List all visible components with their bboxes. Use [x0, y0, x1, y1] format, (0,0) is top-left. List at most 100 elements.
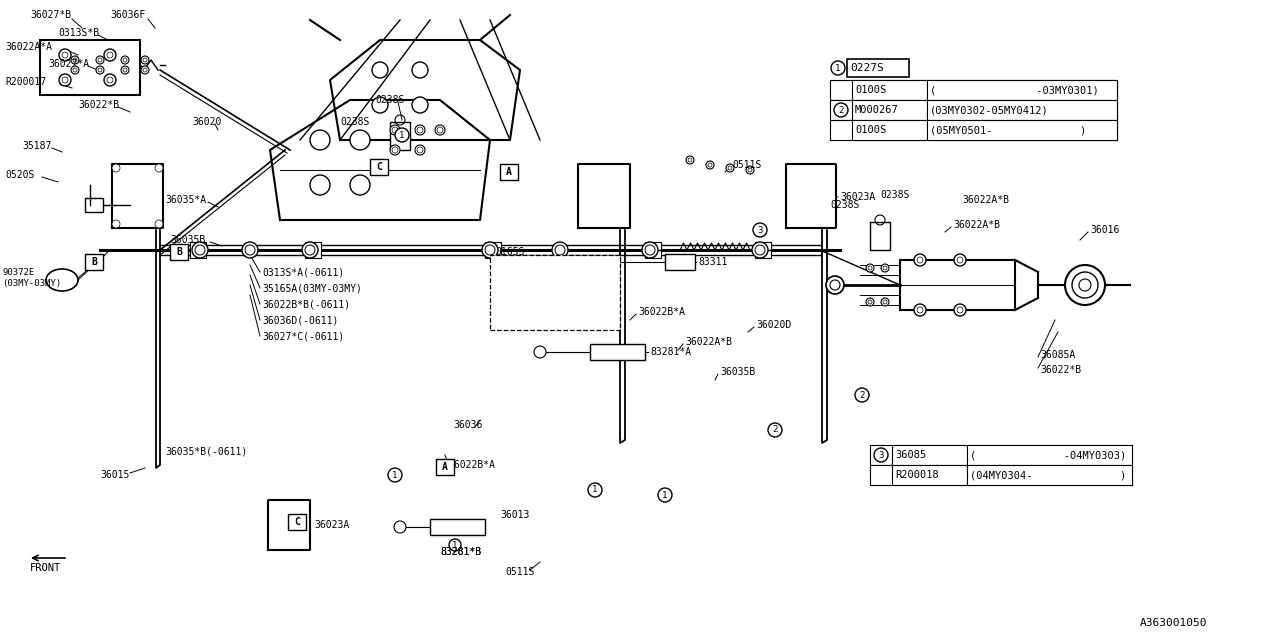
Bar	[485, 242, 500, 258]
Text: 36022A*B: 36022A*B	[963, 195, 1009, 205]
Text: 36023A: 36023A	[840, 192, 876, 202]
Text: 36035B: 36035B	[721, 367, 755, 377]
Text: 83281*B: 83281*B	[440, 547, 481, 557]
Text: 36035*B(-0611): 36035*B(-0611)	[165, 447, 247, 457]
Text: 0100S: 0100S	[855, 125, 886, 135]
Bar	[852, 80, 927, 100]
Bar	[852, 100, 927, 120]
Circle shape	[155, 164, 163, 172]
Circle shape	[70, 56, 79, 64]
Bar	[852, 120, 927, 140]
Text: 0511S: 0511S	[506, 567, 534, 577]
Text: (              -04MY0303): ( -04MY0303)	[970, 450, 1126, 460]
Circle shape	[881, 298, 890, 306]
Text: 1: 1	[593, 486, 598, 495]
Text: 36013: 36013	[500, 510, 530, 520]
Circle shape	[310, 175, 330, 195]
Text: 36085: 36085	[895, 450, 927, 460]
Circle shape	[726, 164, 733, 172]
Text: R200017: R200017	[5, 77, 46, 87]
Circle shape	[707, 161, 714, 169]
Bar	[170, 244, 188, 260]
Text: 36022A*A: 36022A*A	[5, 42, 52, 52]
Circle shape	[753, 223, 767, 237]
Text: B: B	[177, 247, 182, 257]
Circle shape	[867, 298, 874, 306]
Circle shape	[753, 242, 768, 258]
Text: 1: 1	[836, 63, 841, 72]
Text: 0511S: 0511S	[732, 160, 762, 170]
Polygon shape	[113, 164, 163, 228]
Bar	[189, 242, 206, 258]
Circle shape	[914, 304, 925, 316]
Bar	[40, 40, 140, 95]
Polygon shape	[330, 40, 520, 140]
Polygon shape	[118, 164, 160, 468]
Circle shape	[831, 61, 845, 75]
Bar	[436, 459, 454, 475]
Text: 0313S*B: 0313S*B	[58, 28, 99, 38]
Bar	[870, 222, 890, 250]
Text: 0238S: 0238S	[829, 200, 859, 210]
Circle shape	[394, 521, 406, 533]
Text: C: C	[294, 517, 300, 527]
Text: 2: 2	[772, 426, 778, 435]
Text: 36022B*A: 36022B*A	[637, 307, 685, 317]
Circle shape	[530, 300, 540, 310]
Circle shape	[113, 164, 120, 172]
Text: 0313S*A(-0611): 0313S*A(-0611)	[262, 267, 344, 277]
Circle shape	[59, 49, 70, 61]
Circle shape	[372, 97, 388, 113]
Circle shape	[686, 156, 694, 164]
Text: R200018: R200018	[895, 470, 938, 480]
Text: 36022*B: 36022*B	[78, 100, 119, 110]
Text: (03MY0302-05MY0412): (03MY0302-05MY0412)	[931, 105, 1048, 115]
Text: 1: 1	[506, 282, 511, 291]
Text: 83311: 83311	[698, 257, 727, 267]
Bar	[892, 445, 966, 465]
Circle shape	[388, 468, 402, 482]
Bar	[829, 80, 1117, 100]
Circle shape	[1065, 265, 1105, 305]
Circle shape	[768, 423, 782, 437]
Circle shape	[396, 128, 410, 142]
Bar	[390, 122, 410, 150]
Text: (04MY0304-              ): (04MY0304- )	[970, 470, 1126, 480]
Bar	[829, 100, 1117, 120]
Circle shape	[515, 300, 525, 310]
Bar	[500, 164, 518, 180]
Circle shape	[552, 242, 568, 258]
Text: A363001050: A363001050	[1140, 618, 1207, 628]
Bar	[84, 198, 102, 212]
Text: 36027*A: 36027*A	[49, 59, 90, 69]
Text: 36035B: 36035B	[170, 235, 205, 245]
Circle shape	[746, 166, 754, 174]
Circle shape	[449, 539, 461, 551]
Circle shape	[826, 276, 844, 294]
Text: 1: 1	[452, 541, 458, 550]
Circle shape	[1073, 272, 1098, 298]
Circle shape	[412, 62, 428, 78]
Circle shape	[534, 346, 547, 358]
Text: 36022A*B: 36022A*B	[954, 220, 1000, 230]
Circle shape	[500, 315, 509, 325]
Circle shape	[835, 103, 849, 117]
Text: <03-03MY>: <03-03MY>	[541, 282, 590, 291]
Bar	[892, 465, 966, 485]
Text: 36020: 36020	[192, 117, 221, 127]
Circle shape	[310, 130, 330, 150]
Text: 36022*B: 36022*B	[1039, 365, 1082, 375]
Bar	[755, 242, 771, 258]
Text: 83281*A: 83281*A	[650, 347, 691, 357]
Bar	[927, 80, 1117, 100]
Text: 36036D(-0611): 36036D(-0611)	[262, 315, 338, 325]
Polygon shape	[792, 164, 827, 443]
Text: A: A	[506, 167, 512, 177]
Text: 36015: 36015	[100, 470, 129, 480]
Text: 1: 1	[392, 470, 398, 479]
Circle shape	[500, 300, 509, 310]
Bar	[870, 445, 1132, 465]
Text: C: C	[376, 162, 381, 172]
Text: 36036F: 36036F	[110, 10, 145, 20]
Circle shape	[502, 281, 515, 293]
